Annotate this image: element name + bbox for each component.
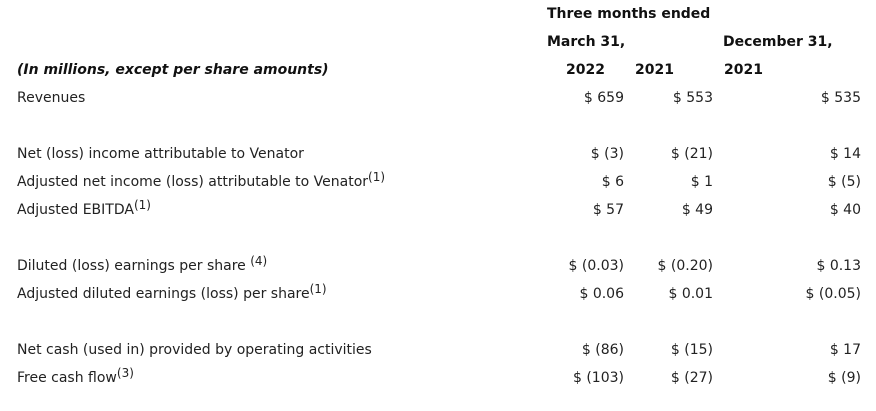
- value-q4-2021: $ 14: [829, 146, 861, 162]
- row-free-cash-flow: Free cash flow(3) $ (103) $ (27) $ (9): [0, 366, 876, 390]
- row-label: Free cash flow(3): [17, 366, 134, 386]
- value-q4-2021: $ 0.13: [816, 258, 861, 274]
- value-q1-2022: $ 659: [583, 90, 624, 106]
- row-diluted-eps: Diluted (loss) earnings per share (4) $ …: [0, 254, 876, 278]
- footnote-ref: (1): [309, 282, 327, 296]
- row-adjusted-diluted-eps: Adjusted diluted earnings (loss) per sha…: [0, 282, 876, 306]
- row-label: Revenues: [17, 90, 86, 106]
- value-q4-2021: $ (5): [827, 174, 861, 190]
- row-label: Adjusted net income (loss) attributable …: [17, 170, 386, 190]
- header-december-31: December 31,: [723, 34, 833, 50]
- value-q1-2022: $ 0.06: [579, 286, 624, 302]
- row-label: Diluted (loss) earnings per share (4): [17, 254, 268, 274]
- value-q1-2021: $ 49: [681, 202, 713, 218]
- value-q1-2021: $ (0.20): [657, 258, 713, 274]
- value-q4-2021: $ (0.05): [805, 286, 861, 302]
- footnote-ref: (1): [368, 170, 386, 184]
- value-q4-2021: $ 17: [829, 342, 861, 358]
- row-net-income: Net (loss) income attributable to Venato…: [0, 146, 876, 166]
- header-three-months-ended: Three months ended: [547, 6, 711, 22]
- footnote-ref: (4): [250, 254, 268, 268]
- value-q1-2021: $ (15): [670, 342, 713, 358]
- value-q1-2021: $ (21): [670, 146, 713, 162]
- header-march-31: March 31,: [547, 34, 626, 50]
- row-label: Net cash (used in) provided by operating…: [17, 342, 372, 358]
- row-adjusted-net-income: Adjusted net income (loss) attributable …: [0, 170, 876, 194]
- value-q1-2022: $ (103): [572, 370, 624, 386]
- row-label: Adjusted diluted earnings (loss) per sha…: [17, 282, 327, 302]
- header-year-2021-december: 2021: [724, 62, 763, 78]
- row-label: Net (loss) income attributable to Venato…: [17, 146, 304, 162]
- value-q1-2021: $ (27): [670, 370, 713, 386]
- header-year-2022: 2022: [566, 62, 605, 78]
- row-operating-cash: Net cash (used in) provided by operating…: [0, 342, 876, 362]
- value-q1-2022: $ (3): [590, 146, 624, 162]
- row-label: Adjusted EBITDA(1): [17, 198, 151, 218]
- value-q1-2022: $ 6: [601, 174, 624, 190]
- header-year-2021-march: 2021: [635, 62, 674, 78]
- value-q1-2022: $ (86): [581, 342, 624, 358]
- value-q4-2021: $ 535: [820, 90, 861, 106]
- value-q1-2021: $ 553: [672, 90, 713, 106]
- value-q1-2022: $ 57: [592, 202, 624, 218]
- value-q1-2022: $ (0.03): [568, 258, 624, 274]
- footnote-ref: (1): [133, 198, 151, 212]
- value-q1-2021: $ 0.01: [668, 286, 713, 302]
- table-caption: (In millions, except per share amounts): [17, 62, 329, 78]
- value-q4-2021: $ (9): [827, 370, 861, 386]
- row-adjusted-ebitda: Adjusted EBITDA(1) $ 57 $ 49 $ 40: [0, 198, 876, 222]
- value-q4-2021: $ 40: [829, 202, 861, 218]
- row-revenues: Revenues $ 659 $ 553 $ 535: [0, 90, 876, 110]
- footnote-ref: (3): [116, 366, 134, 380]
- value-q1-2021: $ 1: [690, 174, 713, 190]
